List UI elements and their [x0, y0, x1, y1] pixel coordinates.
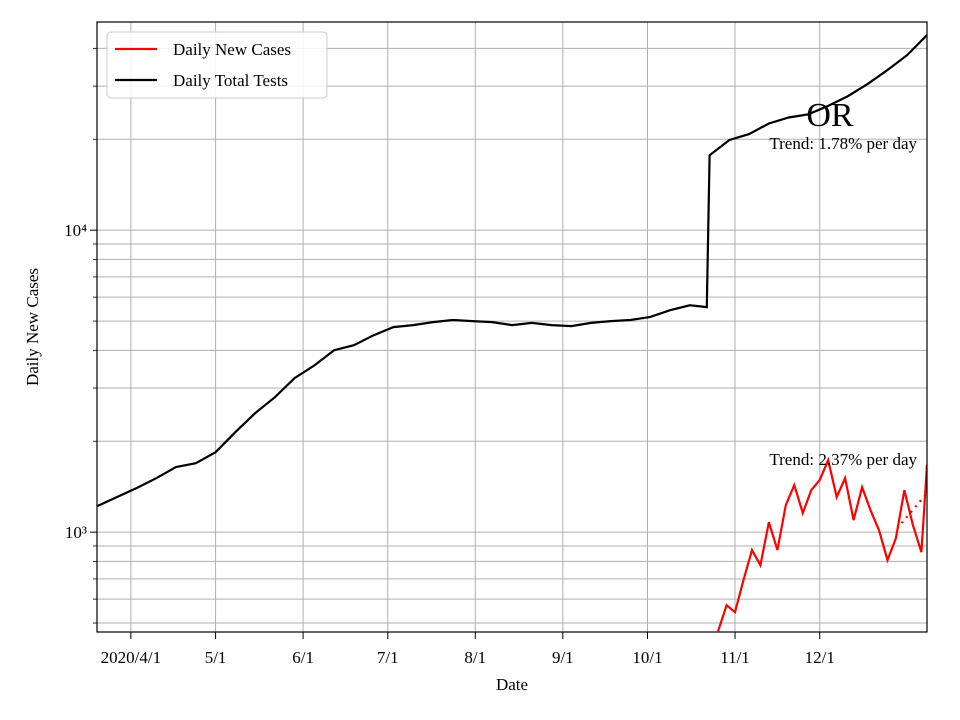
line-series — [97, 34, 927, 508]
marks — [97, 34, 927, 632]
x-tick-label: 5/1 — [205, 648, 227, 667]
y-tick-label: 10³ — [65, 523, 87, 542]
x-tick-label: 10/1 — [632, 648, 662, 667]
x-tick-label: 6/1 — [292, 648, 314, 667]
legend-label: Daily New Cases — [173, 40, 291, 59]
annotation-trend: Trend: 2.37% per day — [769, 450, 917, 469]
x-tick-label: 7/1 — [377, 648, 399, 667]
x-axis-label: Date — [496, 675, 528, 694]
legend: Daily New Cases Daily Total Tests — [106, 31, 328, 99]
grid — [90, 22, 927, 639]
y-axis-label: Daily New Cases — [23, 268, 42, 386]
x-tick-label: 2020/4/1 — [101, 648, 161, 667]
y-tick-label: 10⁴ — [64, 221, 87, 240]
plot-frame — [96, 21, 928, 633]
annotation-trend: Trend: 1.78% per day — [769, 134, 917, 153]
line-series — [717, 456, 927, 632]
legend-label: Daily Total Tests — [173, 71, 288, 90]
x-tick-label: 9/1 — [552, 648, 574, 667]
legend-box — [106, 31, 328, 99]
x-tick-label: 11/1 — [720, 648, 750, 667]
x-tick-label: 12/1 — [805, 648, 835, 667]
annotation-title: OR — [806, 97, 854, 134]
x-tick-label: 8/1 — [464, 648, 486, 667]
